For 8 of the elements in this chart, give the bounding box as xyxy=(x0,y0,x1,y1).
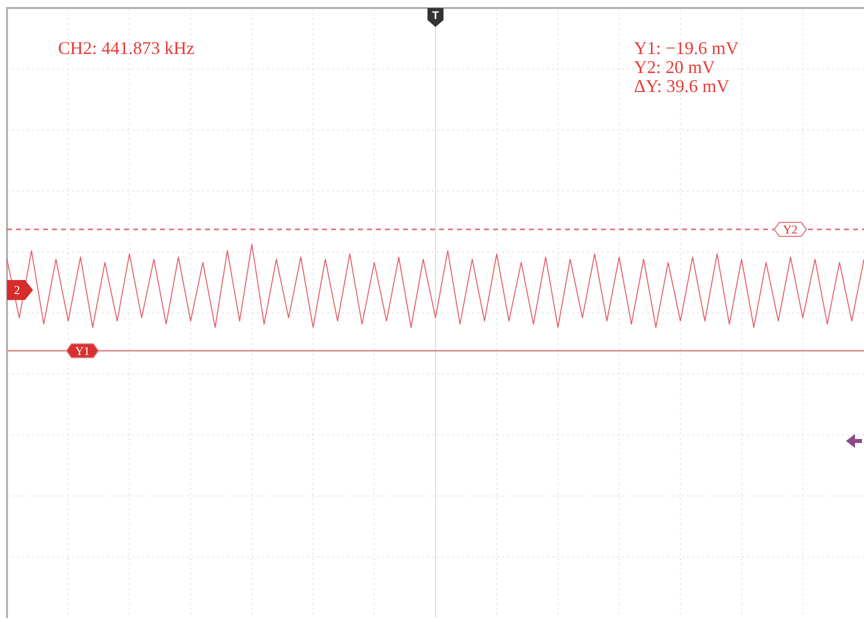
ref-line-label: Y2 xyxy=(782,222,798,237)
text: Y2: 20 mV xyxy=(634,57,715,77)
annotation: 2 xyxy=(14,283,20,298)
text: CH2: 441.873 kHz xyxy=(58,38,195,58)
ref-line-label: Y1 xyxy=(75,344,90,358)
text: ΔY: 39.6 mV xyxy=(634,76,730,96)
text: T xyxy=(432,10,440,22)
text: Y1: −19.6 mV xyxy=(634,38,739,58)
